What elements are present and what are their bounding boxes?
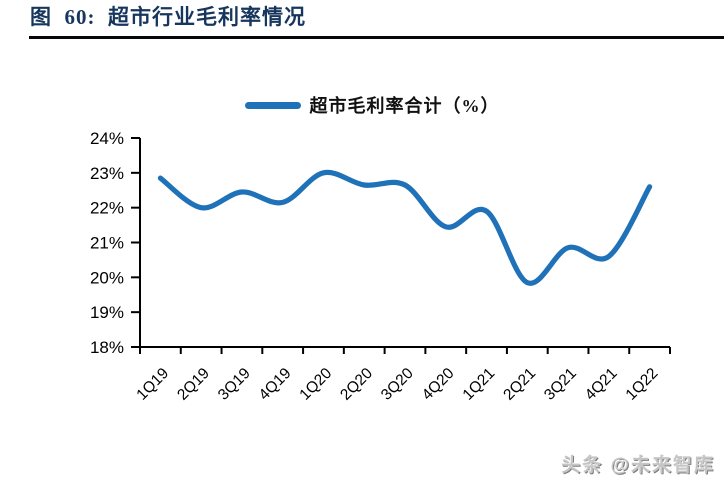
watermark: 头条 @未来智库 [561,455,715,476]
series-line-gross-margin [157,169,653,286]
x-axis-label: 4Q20 [419,365,458,404]
x-axis-label: 2Q20 [337,365,376,404]
legend-line-swatch [244,101,301,109]
x-axis-label: 1Q22 [623,365,662,404]
x-axis-label: 3Q19 [215,365,254,404]
chart-legend: 超市毛利率合计（%） [40,92,704,118]
x-axis-label: 1Q21 [460,365,499,404]
figure-title: 图 60: 超市行业毛利率情况 [30,5,306,29]
y-axis-label: 23% [90,164,124,183]
x-axis-label: 4Q21 [582,365,621,404]
title-divider [29,36,724,39]
y-axis-label: 21% [90,234,124,253]
x-axis-label: 4Q19 [256,365,295,404]
legend-label: 超市毛利率合计（%） [309,96,500,116]
y-axis-label: 22% [90,199,124,218]
x-axis-label: 1Q20 [296,365,335,404]
x-axis-label: 2Q21 [500,365,539,404]
y-axis-label: 18% [90,338,124,357]
x-axis-label: 3Q20 [378,365,417,404]
x-axis-label: 3Q21 [541,365,580,404]
y-axis-label: 20% [90,268,124,287]
y-axis-label: 24% [90,129,124,148]
x-axis-label: 1Q19 [133,365,172,404]
x-axis-label: 2Q19 [174,365,213,404]
y-axis-label: 19% [90,303,124,322]
